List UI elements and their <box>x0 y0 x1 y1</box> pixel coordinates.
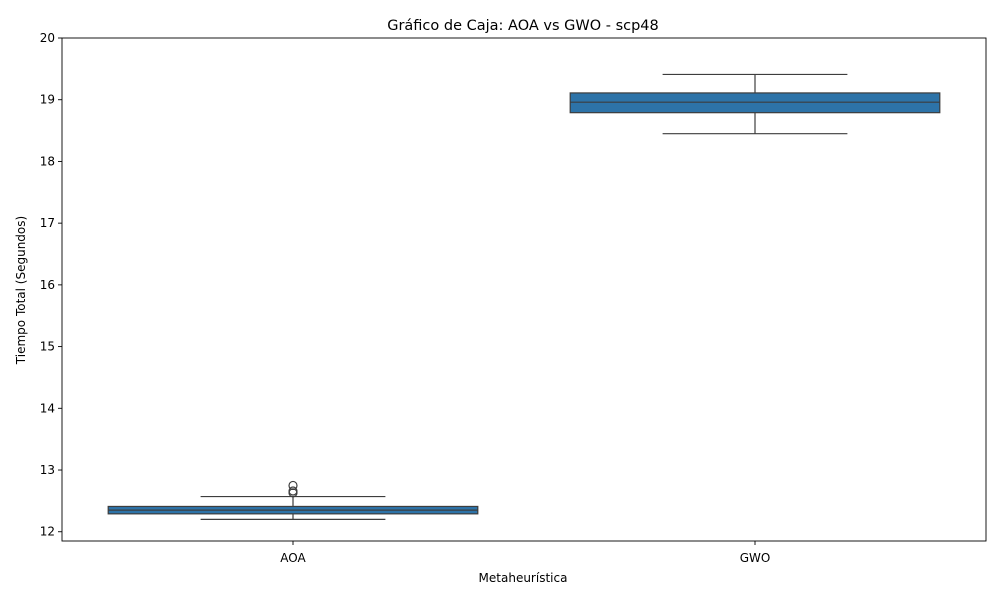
outlier-point <box>288 486 298 496</box>
y-tick-label: 18 <box>40 154 55 168</box>
box-gwo <box>569 73 941 135</box>
y-tick-label: 12 <box>40 525 55 539</box>
y-tick-label: 19 <box>40 93 55 107</box>
y-tick-label: 17 <box>40 216 55 230</box>
plot-frame <box>61 37 987 542</box>
x-tick-label: AOA <box>280 551 306 565</box>
y-tick-label: 15 <box>40 340 55 354</box>
x-axis-label: Metaheurística <box>479 571 568 585</box>
plot-area <box>107 73 941 520</box>
y-tick-label: 20 <box>40 31 55 45</box>
y-tick-label: 14 <box>40 401 55 415</box>
y-axis-label: Tiempo Total (Segundos) <box>14 216 28 365</box>
chart-title: Gráfico de Caja: AOA vs GWO - scp48 <box>387 18 659 34</box>
box-iqr <box>569 92 941 114</box>
y-axis: 12 13 14 15 16 17 18 19 20 <box>40 31 62 539</box>
y-tick-label: 16 <box>40 278 55 292</box>
y-tick-label: 13 <box>40 463 55 477</box>
x-tick-label: GWO <box>740 551 771 565</box>
outlier-point <box>288 488 298 498</box>
box-aoa <box>107 480 479 520</box>
outlier-point <box>288 480 298 491</box>
x-axis: AOA GWO <box>280 541 770 565</box>
